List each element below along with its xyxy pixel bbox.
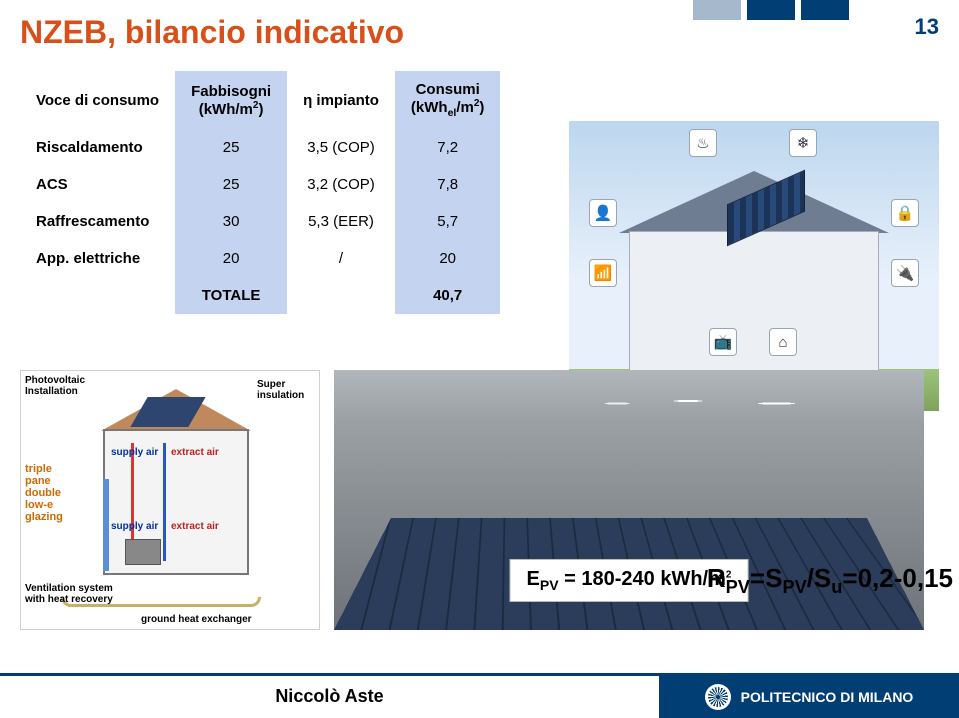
table-row: App. elettriche 20 / 20 <box>20 240 500 277</box>
cell-cons: 20 <box>395 240 501 277</box>
tv-icon: 📺 <box>709 328 737 356</box>
cooling-icon: ❄ <box>789 129 817 157</box>
home-icon: ⌂ <box>769 328 797 356</box>
supply-air-label-2: supply air <box>111 521 158 532</box>
cell-fabb: 20 <box>175 240 287 277</box>
stripe <box>747 0 795 20</box>
extract-air-label-2: extract air <box>171 521 219 532</box>
polimi-text: POLITECNICO DI MILANO <box>741 689 914 705</box>
consumption-table: Voce di consumo Fabbisogni (kWh/m2) η im… <box>20 71 500 314</box>
cell-eta: 3,5 (COP) <box>287 129 395 166</box>
th-fabbisogni: Fabbisogni (kWh/m2) <box>175 71 287 129</box>
content: Voce di consumo Fabbisogni (kWh/m2) η im… <box>0 71 959 314</box>
cell-label: App. elettriche <box>20 240 175 277</box>
smart-house-diagram: ♨ ❄ 👤 🔒 📶 🔌 📺 ⌂ 📞 💡 ⏻ <box>569 121 939 411</box>
cell-cons: 7,2 <box>395 129 501 166</box>
house-body <box>629 231 879 371</box>
header-stripes <box>693 0 849 20</box>
polimi-logo: POLITECNICO DI MILANO <box>659 676 959 718</box>
extract-air-label-1: extract air <box>171 447 219 458</box>
cell-label: ACS <box>20 166 175 203</box>
lock-icon: 🔒 <box>891 199 919 227</box>
total-label: TOTALE <box>175 277 287 314</box>
footer-row: Niccolò Aste POLITECNICO DI MILANO <box>0 676 959 718</box>
th-voce: Voce di consumo <box>20 71 175 129</box>
th-eta: η impianto <box>287 71 395 129</box>
table-total-row: TOTALE 40,7 <box>20 277 500 314</box>
table-header-row: Voce di consumo Fabbisogni (kWh/m2) η im… <box>20 71 500 129</box>
author-name: Niccolò Aste <box>0 676 659 718</box>
footer: Niccolò Aste POLITECNICO DI MILANO <box>0 673 959 718</box>
ventilation-label: Ventilation system with heat recovery <box>25 583 135 605</box>
socket-icon: 🔌 <box>891 259 919 287</box>
table-row: Raffrescamento 30 5,3 (EER) 5,7 <box>20 203 500 240</box>
supply-air-label-1: supply air <box>111 447 158 458</box>
glazing-label: triple pane double low-e glazing <box>25 463 73 523</box>
heating-icon: ♨ <box>689 129 717 157</box>
polimi-seal-icon <box>705 684 731 710</box>
stripe <box>693 0 741 20</box>
cell-eta: 3,2 (COP) <box>287 166 395 203</box>
cell-eta: / <box>287 240 395 277</box>
cell-eta: 5,3 (EER) <box>287 203 395 240</box>
total-value: 40,7 <box>395 277 501 314</box>
cell-label: Raffrescamento <box>20 203 175 240</box>
passive-house-diagram: Photovoltaic Installation Super insulati… <box>20 370 320 630</box>
clouds <box>334 376 924 426</box>
ground-exchanger-label: ground heat exchanger <box>141 614 252 625</box>
cell-fabb: 25 <box>175 166 287 203</box>
user-icon: 👤 <box>589 199 617 227</box>
table-row: Riscaldamento 25 3,5 (COP) 7,2 <box>20 129 500 166</box>
pv-label: Photovoltaic Installation <box>25 375 89 397</box>
stripe <box>801 0 849 20</box>
glazing-strip <box>103 479 109 571</box>
insulation-label: Super insulation <box>257 379 313 401</box>
cell-label: Riscaldamento <box>20 129 175 166</box>
cell-cons: 7,8 <box>395 166 501 203</box>
th-consumi: Consumi (kWhel/m2) <box>395 71 501 129</box>
page-number: 13 <box>915 14 939 40</box>
table-row: ACS 25 3,2 (COP) 7,8 <box>20 166 500 203</box>
cell-fabb: 25 <box>175 129 287 166</box>
cell-cons: 5,7 <box>395 203 501 240</box>
supply-duct <box>163 443 166 561</box>
wifi-icon: 📶 <box>589 259 617 287</box>
cell-fabb: 30 <box>175 203 287 240</box>
hrv-unit <box>125 539 161 565</box>
rpv-formula: RPV=SPV/Su=0,2-0,15 <box>707 563 953 598</box>
